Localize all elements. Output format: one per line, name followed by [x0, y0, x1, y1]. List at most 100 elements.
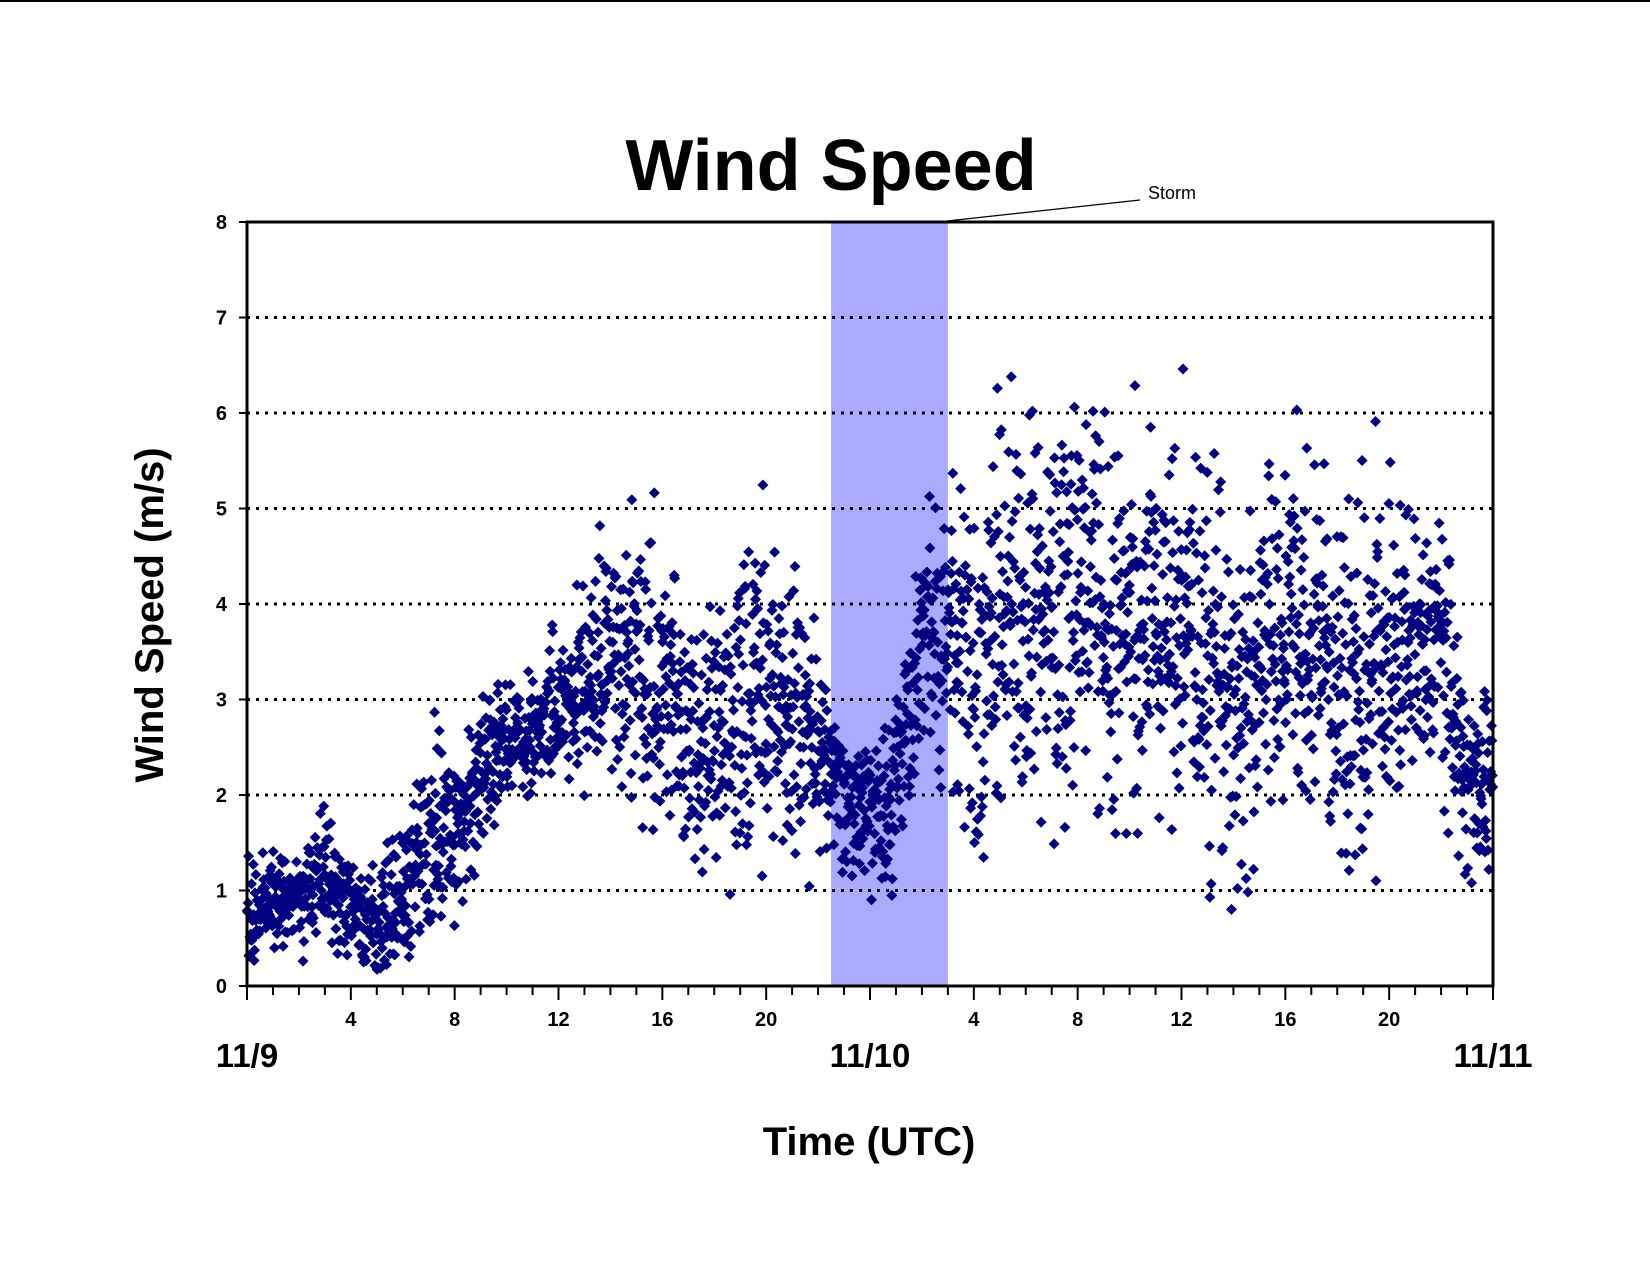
data-point: [1036, 540, 1048, 552]
data-point: [1065, 705, 1077, 717]
data-point: [620, 549, 632, 561]
data-point: [1476, 798, 1488, 810]
data-point: [934, 744, 946, 756]
data-point: [1110, 685, 1122, 697]
data-point: [892, 773, 904, 785]
data-point: [724, 750, 736, 762]
data-point: [1228, 749, 1240, 761]
data-point: [691, 634, 703, 646]
data-point: [1005, 371, 1017, 383]
data-point: [1342, 808, 1354, 820]
data-point: [643, 625, 655, 637]
data-point: [886, 889, 898, 901]
data-point: [1440, 632, 1452, 644]
data-point: [1372, 602, 1384, 614]
data-point: [1321, 533, 1333, 545]
data-point: [1283, 626, 1295, 638]
data-point: [547, 626, 559, 638]
data-point: [921, 566, 933, 578]
data-point: [648, 680, 660, 692]
data-point: [1153, 812, 1165, 824]
data-point: [1280, 717, 1292, 729]
data-point: [1014, 731, 1026, 743]
data-point: [1049, 452, 1061, 464]
data-point: [492, 678, 504, 690]
data-point: [1437, 690, 1449, 702]
data-point: [792, 662, 804, 674]
data-point: [1187, 503, 1199, 515]
data-point: [1309, 776, 1321, 788]
data-point: [409, 901, 421, 913]
data-point: [956, 617, 968, 629]
data-point: [468, 869, 480, 881]
data-point: [1269, 622, 1281, 634]
data-point: [540, 696, 552, 708]
data-point: [1081, 656, 1093, 668]
data-point: [698, 843, 710, 855]
data-point: [620, 700, 632, 712]
data-point: [942, 661, 954, 673]
data-point: [1302, 705, 1314, 717]
data-point: [267, 845, 279, 857]
data-point: [640, 583, 652, 595]
data-point: [1235, 858, 1247, 870]
data-point: [437, 846, 449, 858]
data-point: [522, 666, 534, 678]
data-point: [678, 831, 690, 843]
data-point: [1193, 733, 1205, 745]
data-point: [619, 722, 631, 734]
data-point: [1284, 571, 1296, 583]
data-point: [615, 603, 627, 615]
data-point: [1200, 638, 1212, 650]
data-point: [900, 734, 912, 746]
data-point: [426, 774, 438, 786]
chart-title: Wind Speed: [625, 126, 1036, 206]
data-point: [1224, 673, 1236, 685]
data-point: [1065, 478, 1077, 490]
data-point: [554, 657, 566, 669]
data-point: [1139, 649, 1151, 661]
data-point: [1332, 611, 1344, 623]
data-point: [674, 628, 686, 640]
data-point: [711, 637, 723, 649]
data-point: [405, 940, 417, 952]
data-point: [918, 604, 930, 616]
data-point: [1203, 604, 1215, 616]
data-point: [1399, 569, 1411, 581]
data-point: [1220, 739, 1232, 751]
data-point: [1026, 405, 1038, 417]
data-point: [432, 860, 444, 872]
data-point: [1376, 706, 1388, 718]
data-point: [927, 691, 939, 703]
data-point: [1290, 707, 1302, 719]
data-point: [1441, 616, 1453, 628]
data-point: [810, 777, 822, 789]
data-point: [1313, 640, 1325, 652]
data-point: [1089, 640, 1101, 652]
data-point: [1358, 512, 1370, 524]
data-point: [448, 920, 460, 932]
data-point: [1356, 455, 1368, 467]
data-point: [763, 770, 775, 782]
data-point: [1044, 469, 1056, 481]
data-point: [996, 659, 1008, 671]
data-point: [1042, 634, 1054, 646]
data-point: [618, 731, 630, 743]
data-point: [366, 893, 378, 905]
data-point: [1263, 470, 1275, 482]
data-point: [691, 823, 703, 835]
data-point: [1021, 712, 1033, 724]
data-point: [1079, 501, 1091, 513]
data-point: [1050, 742, 1062, 754]
data-point: [317, 861, 329, 873]
data-point: [1014, 574, 1026, 586]
data-point: [884, 839, 896, 851]
data-point: [578, 790, 590, 802]
data-point: [654, 758, 666, 770]
data-point: [1271, 542, 1283, 554]
data-point: [1317, 580, 1329, 592]
data-point: [647, 752, 659, 764]
data-point: [1309, 459, 1321, 471]
data-point: [728, 622, 740, 634]
data-point: [387, 834, 399, 846]
